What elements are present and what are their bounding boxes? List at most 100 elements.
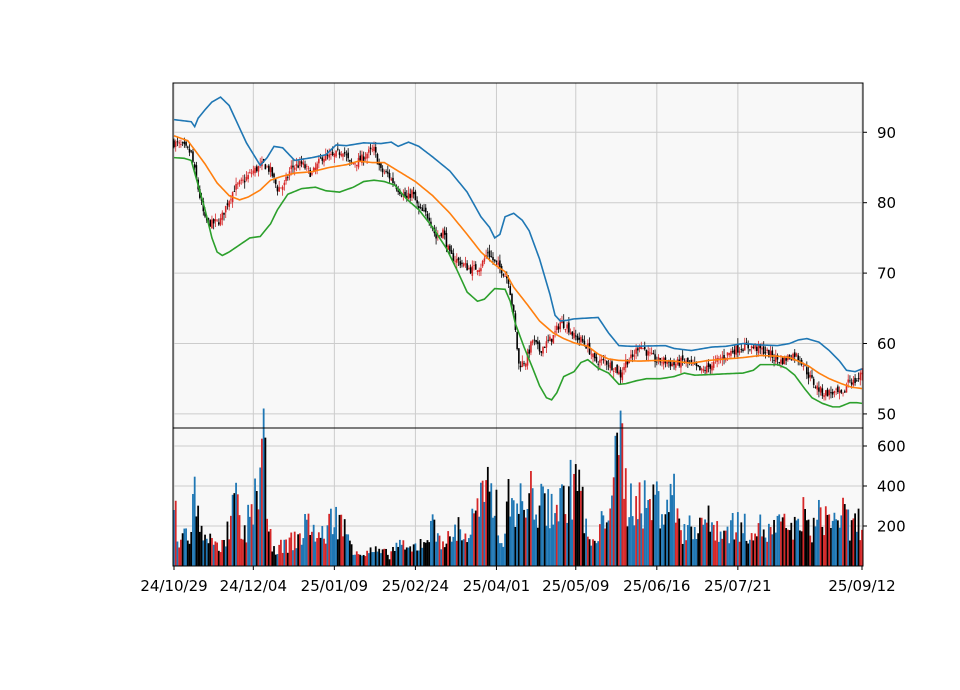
volume-bar bbox=[785, 528, 788, 566]
candle-body bbox=[324, 154, 327, 161]
candle-body bbox=[568, 322, 570, 333]
volume-bar bbox=[585, 518, 588, 566]
volume-bar bbox=[857, 508, 860, 566]
candle-body bbox=[219, 218, 222, 225]
candle-body bbox=[459, 261, 462, 266]
x-tick-label: 25/07/21 bbox=[704, 577, 771, 595]
candle-body bbox=[211, 219, 213, 229]
volume-bar bbox=[362, 554, 365, 566]
volume-bar bbox=[628, 517, 631, 566]
candle-body bbox=[728, 352, 731, 355]
volume-bar bbox=[611, 495, 613, 566]
candle-body bbox=[230, 199, 232, 201]
candle-body bbox=[490, 255, 493, 257]
volume-bar bbox=[780, 521, 782, 566]
volume-bar bbox=[423, 542, 425, 566]
candle-body bbox=[343, 151, 346, 154]
volume-bar bbox=[559, 488, 562, 566]
volume-bar bbox=[602, 515, 605, 566]
volume-bar bbox=[681, 543, 684, 566]
volume-bar bbox=[574, 464, 577, 566]
volume-bar bbox=[228, 539, 231, 566]
candle-body bbox=[369, 147, 372, 149]
volume-bar bbox=[204, 534, 206, 566]
candle-body bbox=[750, 345, 753, 349]
volume-bar bbox=[792, 539, 794, 566]
candle-body bbox=[845, 384, 848, 393]
candle-body bbox=[337, 148, 339, 150]
volume-bar bbox=[799, 530, 801, 566]
candle-body bbox=[293, 167, 296, 170]
volume-bar bbox=[254, 478, 256, 566]
candle-body bbox=[637, 348, 639, 351]
volume-bar bbox=[686, 525, 689, 566]
candle-body bbox=[502, 273, 505, 276]
volume-bar bbox=[461, 540, 463, 566]
candle-body bbox=[616, 364, 618, 373]
volume-bar bbox=[533, 519, 536, 566]
volume-bar bbox=[685, 540, 688, 566]
volume-bar bbox=[457, 517, 460, 566]
candle-body bbox=[524, 363, 527, 367]
volume-bar bbox=[490, 483, 493, 566]
candle-body bbox=[328, 154, 330, 158]
candle-body bbox=[707, 363, 710, 368]
candle-body bbox=[445, 232, 448, 248]
candle-body bbox=[640, 345, 643, 350]
volume-bar bbox=[476, 498, 479, 566]
volume-bar bbox=[271, 551, 274, 566]
volume-bar bbox=[323, 538, 325, 566]
middle-band-line bbox=[173, 135, 863, 390]
candle-body bbox=[769, 351, 772, 356]
volume-bar bbox=[369, 547, 372, 566]
volume-bar bbox=[566, 522, 569, 566]
volume-bar bbox=[786, 529, 789, 566]
candle-body bbox=[302, 162, 305, 165]
volume-bar bbox=[759, 514, 762, 566]
volume-bar bbox=[700, 517, 703, 566]
price-y-axis: 50 60 70 80 90 bbox=[863, 124, 896, 423]
candle-body bbox=[833, 391, 836, 393]
candle-body bbox=[252, 170, 255, 174]
volume-bar bbox=[179, 539, 182, 566]
volume-bar bbox=[842, 497, 844, 566]
volume-bar bbox=[564, 514, 567, 566]
volume-bar bbox=[590, 545, 593, 566]
volume-bar bbox=[404, 549, 406, 566]
volume-bar bbox=[542, 486, 544, 566]
volume-bar bbox=[843, 504, 846, 566]
candle-body bbox=[673, 361, 675, 366]
candle-body bbox=[354, 163, 356, 165]
volume-bar bbox=[335, 506, 337, 566]
volume-bar bbox=[467, 538, 470, 566]
candle-body bbox=[437, 236, 439, 238]
candle-body bbox=[454, 260, 456, 262]
candle-body bbox=[835, 388, 837, 390]
volume-bar bbox=[205, 538, 208, 566]
volume-bar bbox=[438, 535, 441, 566]
volume-bar bbox=[307, 513, 310, 566]
volume-bar bbox=[647, 500, 650, 566]
volume-bar bbox=[755, 536, 758, 566]
candle-body bbox=[704, 370, 706, 371]
candle-body bbox=[455, 259, 458, 263]
candle-body bbox=[505, 276, 508, 279]
volume-bar bbox=[743, 513, 746, 566]
volume-bar bbox=[511, 498, 513, 566]
volume-bar bbox=[636, 519, 639, 566]
candle-body bbox=[376, 154, 379, 165]
candle-body bbox=[342, 153, 344, 157]
candle-body bbox=[240, 179, 243, 181]
candle-body bbox=[492, 257, 494, 261]
volume-bar bbox=[769, 527, 772, 566]
candle-body bbox=[245, 176, 248, 181]
volume-bar bbox=[540, 483, 543, 566]
volume-bar bbox=[333, 527, 336, 566]
volume-bar bbox=[250, 504, 253, 566]
candle-body bbox=[574, 335, 577, 337]
candle-body bbox=[649, 352, 651, 354]
price-panel: 50 60 70 80 90 bbox=[172, 82, 896, 429]
volume-bar bbox=[554, 513, 556, 566]
candle-body bbox=[861, 372, 863, 375]
